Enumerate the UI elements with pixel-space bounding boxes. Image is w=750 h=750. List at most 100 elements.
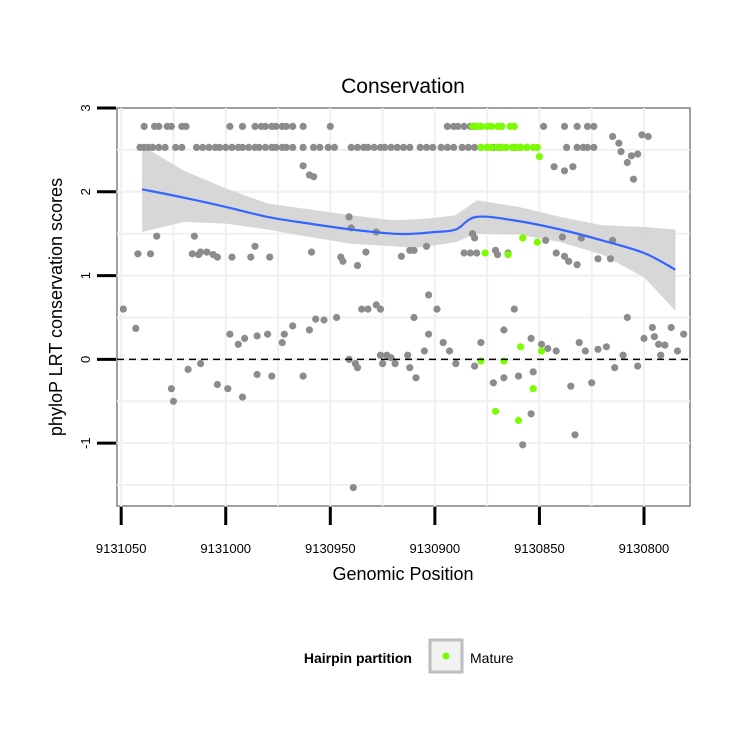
data-point-other (581, 347, 590, 355)
y-tick-label: -1 (78, 437, 93, 449)
data-point-other (583, 122, 592, 130)
x-tick-label: 9131050 (96, 541, 147, 556)
data-point-other (406, 364, 414, 372)
data-point-other (648, 323, 657, 332)
data-point-other (477, 339, 485, 347)
data-point-other (299, 143, 307, 151)
data-point-other (590, 143, 598, 151)
data-point-mature (517, 143, 525, 151)
data-point-other (146, 250, 155, 258)
data-point-other (264, 330, 272, 338)
data-point-other (353, 364, 362, 372)
data-point-other (333, 313, 341, 322)
data-point-other (238, 393, 247, 401)
data-point-other (634, 362, 642, 370)
x-axis-label: Genomic Position (332, 564, 473, 584)
data-point-other (238, 122, 247, 130)
data-point-other (197, 360, 205, 368)
data-point-other (353, 143, 362, 151)
data-point-other (299, 372, 307, 380)
data-point-other (364, 143, 372, 151)
data-point-other (188, 250, 196, 258)
data-point-other (391, 360, 399, 368)
data-point-other (161, 143, 169, 151)
data-point-other (655, 340, 663, 348)
data-point-other (261, 143, 270, 151)
data-point-other (268, 372, 276, 380)
data-point-other (460, 122, 468, 130)
data-point-other (537, 340, 546, 348)
data-point-mature (529, 385, 537, 393)
data-point-other (379, 360, 387, 368)
data-point-other (245, 143, 253, 151)
data-point-other (310, 173, 318, 181)
data-point-other (312, 315, 320, 323)
data-point-other (650, 333, 659, 341)
data-point-other (406, 246, 414, 254)
data-point-other (226, 122, 234, 130)
data-point-other (255, 143, 263, 151)
points-layer (119, 122, 688, 492)
data-point-other (529, 368, 537, 376)
data-point-other (215, 143, 224, 151)
data-point-other (425, 291, 433, 299)
data-point-other (627, 152, 636, 160)
data-point-other (680, 330, 688, 338)
data-point-other (452, 360, 460, 368)
y-tick-label: 3 (78, 104, 93, 111)
data-point-other (661, 341, 669, 349)
data-point-other (575, 339, 583, 347)
data-point-other (289, 122, 297, 130)
data-point-other (542, 236, 550, 244)
x-tick-label: 9130950 (305, 541, 356, 556)
data-point-mature (523, 143, 531, 151)
data-point-other (673, 347, 682, 355)
smooth-line-layer (141, 188, 676, 271)
data-point-other (460, 249, 468, 257)
data-point-other (617, 148, 625, 156)
data-point-other (330, 143, 339, 151)
data-point-other (289, 322, 297, 330)
data-point-other (339, 257, 347, 265)
data-point-other (320, 316, 328, 324)
data-point-other (247, 253, 255, 261)
legend-entry-mature: Mature (470, 650, 514, 666)
data-point-other (406, 143, 414, 151)
data-point-other (195, 251, 203, 259)
data-point-other (253, 332, 261, 340)
data-point-other (510, 305, 518, 313)
data-point-other (381, 143, 389, 151)
data-point-mature (487, 143, 495, 151)
data-point-other (519, 441, 527, 449)
data-point-other (349, 484, 357, 492)
data-point-other (450, 143, 458, 151)
data-point-other (583, 143, 592, 151)
data-point-other (272, 143, 280, 151)
data-point-other (412, 374, 420, 382)
data-point-other (443, 143, 451, 151)
data-point-other (140, 122, 148, 130)
y-tick-label: 1 (78, 272, 93, 279)
data-point-other (429, 143, 437, 151)
data-point-other (420, 347, 428, 355)
y-axis-label: phyloP LRT conservation scores (46, 178, 66, 436)
data-point-other (238, 143, 247, 151)
data-point-other (307, 248, 316, 256)
data-point-other (623, 158, 631, 167)
data-point-other (558, 233, 567, 241)
data-point-other (594, 255, 602, 263)
data-point-other (213, 380, 221, 389)
y-tick-label: 2 (78, 188, 93, 195)
legend-title: Hairpin partition (304, 650, 412, 666)
data-point-other (305, 326, 313, 334)
data-point-other (433, 305, 441, 313)
data-point-other (278, 339, 286, 347)
data-point-other (289, 143, 297, 151)
data-point-other (464, 143, 472, 151)
data-point-other (527, 334, 535, 342)
data-point-other (443, 122, 451, 130)
data-point-other (500, 326, 508, 334)
data-point-other (588, 379, 596, 387)
data-point-other (393, 143, 401, 151)
